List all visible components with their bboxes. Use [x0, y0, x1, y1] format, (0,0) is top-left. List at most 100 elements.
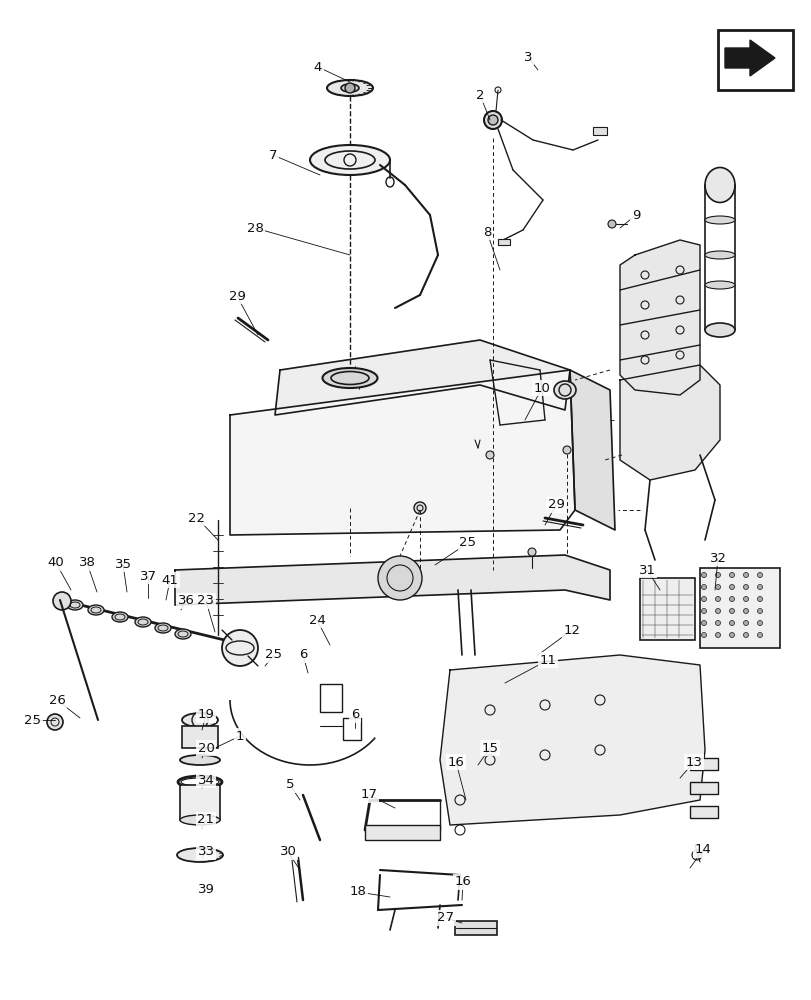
- Ellipse shape: [327, 80, 372, 96]
- Circle shape: [701, 620, 706, 626]
- Ellipse shape: [704, 323, 734, 337]
- Circle shape: [701, 632, 706, 638]
- Text: 6: 6: [298, 648, 307, 662]
- Bar: [689, 806, 717, 818]
- Circle shape: [714, 572, 719, 578]
- Polygon shape: [569, 370, 614, 530]
- Circle shape: [53, 592, 71, 610]
- Text: 32: 32: [709, 552, 726, 564]
- Text: 36: 36: [178, 594, 194, 607]
- Circle shape: [757, 572, 762, 578]
- Circle shape: [743, 632, 748, 638]
- Circle shape: [728, 620, 734, 626]
- Circle shape: [743, 572, 748, 578]
- Text: 19: 19: [197, 708, 214, 721]
- Bar: [689, 782, 717, 794]
- Circle shape: [607, 220, 616, 228]
- Circle shape: [757, 608, 762, 613]
- Bar: [639, 578, 694, 640]
- Bar: [717, 30, 792, 90]
- Ellipse shape: [155, 623, 171, 633]
- Circle shape: [757, 596, 762, 601]
- Ellipse shape: [483, 111, 501, 129]
- Text: 17: 17: [360, 788, 377, 801]
- Text: 6: 6: [350, 708, 358, 721]
- Circle shape: [701, 596, 706, 601]
- Circle shape: [345, 83, 354, 93]
- Ellipse shape: [704, 168, 734, 203]
- Text: 16: 16: [454, 876, 471, 888]
- Polygon shape: [175, 555, 609, 605]
- Bar: [689, 758, 717, 770]
- Text: 27: 27: [437, 911, 454, 924]
- Text: 4: 4: [313, 61, 322, 74]
- Polygon shape: [620, 240, 699, 395]
- Text: 21: 21: [197, 813, 214, 826]
- Text: 18: 18: [349, 886, 366, 898]
- Circle shape: [701, 572, 706, 578]
- Text: 29: 29: [547, 498, 564, 512]
- Circle shape: [714, 608, 719, 613]
- Text: 28: 28: [247, 222, 263, 235]
- Text: 25: 25: [459, 536, 476, 550]
- Bar: [497, 239, 509, 245]
- Ellipse shape: [704, 251, 734, 259]
- Text: 7: 7: [268, 149, 277, 162]
- Ellipse shape: [88, 605, 104, 615]
- Circle shape: [743, 608, 748, 613]
- Text: 10: 10: [533, 381, 550, 394]
- Text: 15: 15: [481, 741, 498, 754]
- Ellipse shape: [112, 612, 128, 622]
- Text: 31: 31: [637, 564, 654, 576]
- Circle shape: [714, 632, 719, 638]
- Ellipse shape: [180, 755, 220, 765]
- Ellipse shape: [135, 617, 151, 627]
- Text: 30: 30: [279, 845, 296, 858]
- Circle shape: [728, 572, 734, 578]
- Text: 1: 1: [235, 729, 244, 742]
- Text: 3: 3: [523, 51, 531, 64]
- Ellipse shape: [704, 216, 734, 224]
- Circle shape: [701, 584, 706, 589]
- Text: 34: 34: [197, 774, 214, 786]
- Circle shape: [486, 451, 493, 459]
- Ellipse shape: [67, 600, 83, 610]
- Text: 25: 25: [265, 648, 282, 662]
- Circle shape: [757, 584, 762, 589]
- Ellipse shape: [553, 381, 575, 399]
- Text: 11: 11: [539, 654, 556, 666]
- Bar: [592, 127, 607, 135]
- Text: 16: 16: [447, 756, 464, 768]
- Circle shape: [378, 556, 422, 600]
- Bar: [342, 718, 361, 740]
- Text: 40: 40: [48, 556, 64, 570]
- Bar: [365, 825, 440, 840]
- Text: 9: 9: [631, 209, 639, 222]
- Text: 12: 12: [563, 624, 580, 636]
- Text: 20: 20: [197, 741, 214, 754]
- Circle shape: [743, 596, 748, 601]
- Circle shape: [757, 620, 762, 626]
- Circle shape: [221, 630, 258, 666]
- Polygon shape: [440, 655, 704, 825]
- Bar: [320, 684, 341, 712]
- Text: 22: 22: [188, 512, 205, 524]
- Circle shape: [714, 620, 719, 626]
- Polygon shape: [230, 370, 574, 535]
- Polygon shape: [275, 340, 569, 415]
- Text: 24: 24: [308, 613, 325, 626]
- Circle shape: [701, 608, 706, 613]
- Text: 25: 25: [24, 713, 41, 726]
- Circle shape: [728, 584, 734, 589]
- Text: 33: 33: [197, 845, 214, 858]
- Bar: [182, 726, 217, 748]
- Circle shape: [714, 584, 719, 589]
- Circle shape: [743, 584, 748, 589]
- Circle shape: [728, 596, 734, 601]
- Ellipse shape: [322, 368, 377, 388]
- Circle shape: [714, 596, 719, 601]
- Circle shape: [691, 850, 702, 860]
- Circle shape: [728, 608, 734, 613]
- Circle shape: [527, 548, 535, 556]
- Circle shape: [487, 115, 497, 125]
